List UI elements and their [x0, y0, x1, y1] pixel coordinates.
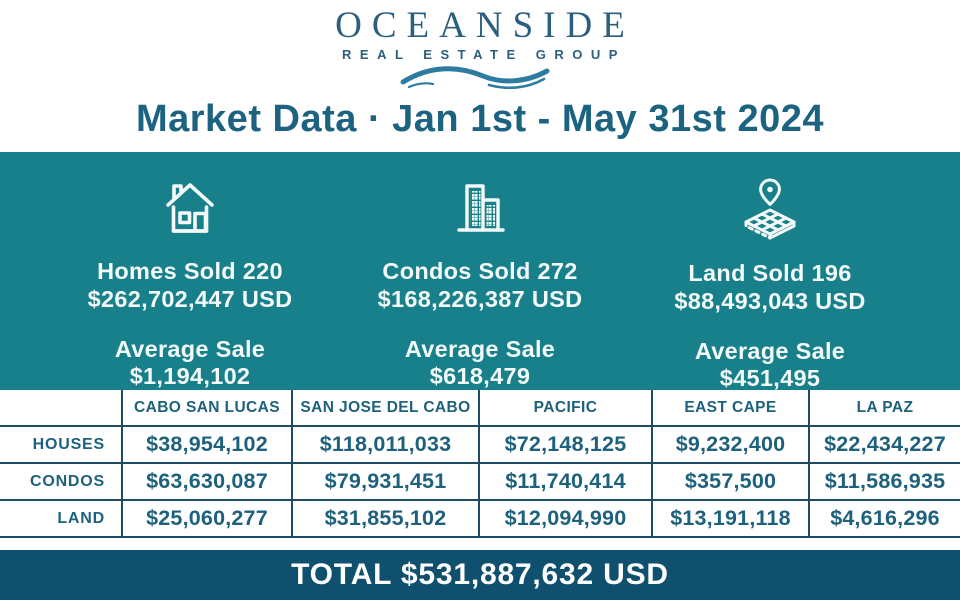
- table-cell: $22,434,227: [810, 427, 960, 464]
- table-cell: $9,232,400: [653, 427, 810, 464]
- table-cell: $25,060,277: [123, 501, 293, 538]
- total-bar: TOTAL $531,887,632 USD: [0, 550, 960, 600]
- row-label-condos: CONDOS: [0, 464, 123, 501]
- column-header-la-paz: LA PAZ: [810, 390, 960, 427]
- stat-label: Homes Sold 220: [97, 258, 283, 284]
- stat-label: Land Sold 196: [688, 260, 852, 286]
- average-sale-label: Average Sale: [694, 338, 846, 364]
- wave-icon: [400, 66, 550, 89]
- table-cell: $11,740,414: [480, 464, 653, 501]
- land-pin-icon: [737, 176, 803, 242]
- page-title: Market Data · Jan 1st - May 31st 2024: [135, 98, 825, 140]
- house-icon: [158, 176, 222, 240]
- average-sale-value: $1,194,102: [129, 363, 251, 389]
- market-table: CABO SAN LUCAS SAN JOSE DEL CABO PACIFIC…: [0, 390, 960, 538]
- average-sale-label: Average Sale: [404, 336, 556, 362]
- column-header-east-cape: EAST CAPE: [653, 390, 810, 427]
- average-sale-label: Average Sale: [114, 336, 266, 362]
- table-cell: $38,954,102: [123, 427, 293, 464]
- column-header-san-jose-del-cabo: SAN JOSE DEL CABO: [293, 390, 480, 427]
- stat-total: $168,226,387 USD: [377, 286, 583, 312]
- table-cell: $118,011,033: [293, 427, 480, 464]
- column-header-pacific: PACIFIC: [480, 390, 653, 427]
- row-label-land: LAND: [0, 501, 123, 538]
- total-text: TOTAL $531,887,632 USD: [291, 558, 669, 591]
- column-header-cabo-san-lucas: CABO SAN LUCAS: [123, 390, 293, 427]
- average-sale-value: $451,495: [719, 365, 821, 391]
- table-cell: $11,586,935: [810, 464, 960, 501]
- stat-total: $88,493,043 USD: [674, 288, 866, 314]
- row-label-houses: HOUSES: [0, 427, 123, 464]
- table-cell: $13,191,118: [653, 501, 810, 538]
- table-corner-cell: [0, 390, 123, 427]
- stat-card-land: Land Sold 196 $88,493,043 USD Average Sa…: [630, 152, 910, 391]
- condo-buildings-icon: [447, 176, 513, 240]
- table-cell: $72,148,125: [480, 427, 653, 464]
- stat-card-condos: Condos Sold 272 $168,226,387 USD Average…: [340, 152, 620, 390]
- stat-total: $262,702,447 USD: [87, 286, 293, 312]
- average-sale-value: $618,479: [429, 363, 531, 389]
- stat-label: Condos Sold 272: [382, 258, 578, 284]
- table-cell: $4,616,296: [810, 501, 960, 538]
- table-cell: $31,855,102: [293, 501, 480, 538]
- table-cell: $63,630,087: [123, 464, 293, 501]
- header: OCEANSIDE REAL ESTATE GROUP Market Data …: [0, 0, 960, 152]
- stats-band: Homes Sold 220 $262,702,447 USD Average …: [0, 152, 960, 391]
- brand-wordmark: OCEANSIDE: [335, 5, 635, 46]
- table-cell: $79,931,451: [293, 464, 480, 501]
- stat-card-homes: Homes Sold 220 $262,702,447 USD Average …: [50, 152, 330, 390]
- table-cell: $357,500: [653, 464, 810, 501]
- brand-tagline: REAL ESTATE GROUP: [342, 47, 626, 62]
- table-cell: $12,094,990: [480, 501, 653, 538]
